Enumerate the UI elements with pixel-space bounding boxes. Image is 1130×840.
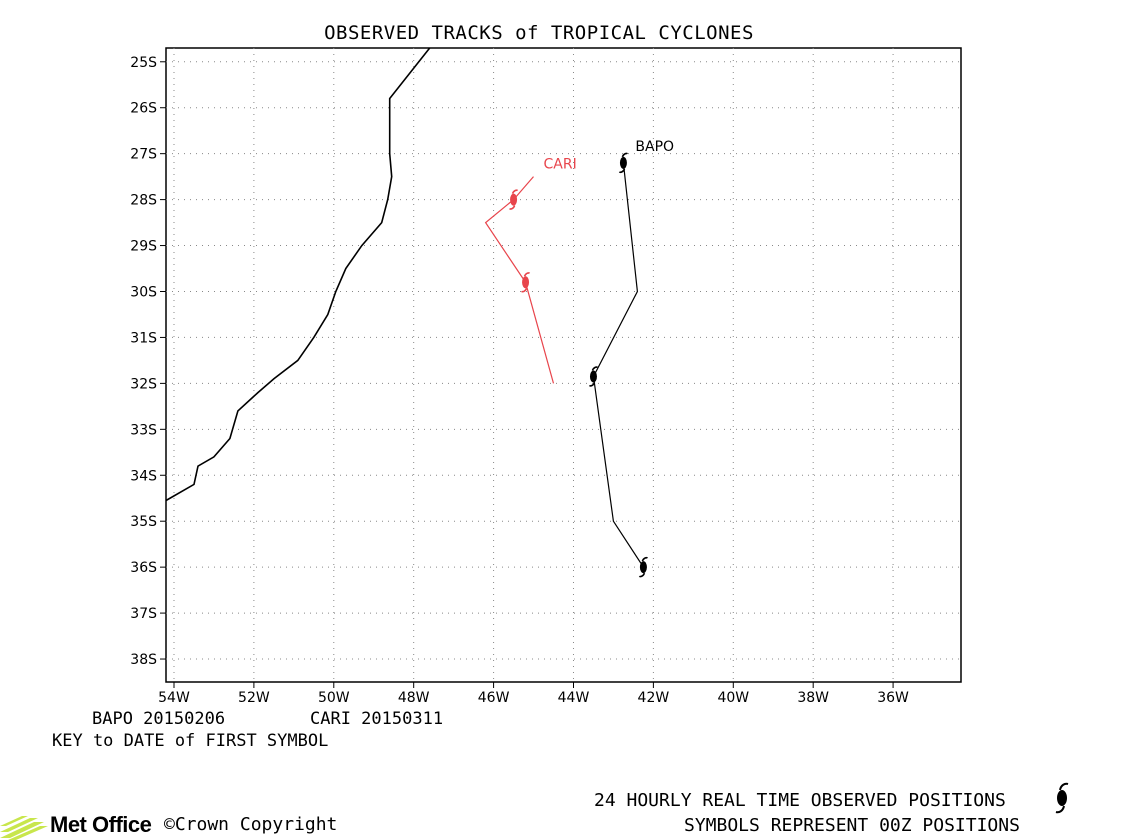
track-label-cari: CARI	[544, 157, 577, 173]
lon-tick-label: 36W	[877, 690, 909, 706]
lat-tick-label: 28S	[130, 193, 157, 209]
cyclone-symbol-bapo	[588, 366, 599, 387]
lat-tick-label: 26S	[130, 101, 157, 117]
lon-tick-label: 42W	[638, 690, 670, 706]
lon-tick-label: 48W	[398, 690, 430, 706]
lat-tick-label: 36S	[130, 560, 157, 576]
cyclone-symbol-bapo	[618, 152, 628, 174]
coastline	[165, 47, 431, 502]
footer-symbols-note: SYMBOLS REPRESENT 00Z POSITIONS	[684, 815, 1020, 836]
lat-tick-label: 30S	[130, 284, 157, 300]
lat-tick-label: 31S	[130, 330, 157, 346]
lat-tick-label: 27S	[130, 147, 157, 163]
lat-tick-label: 32S	[130, 376, 157, 392]
track-line-cari	[484, 176, 555, 384]
lat-tick-label: 25S	[130, 55, 157, 71]
lat-tick-label: 33S	[130, 422, 157, 438]
lon-tick-label: 44W	[558, 690, 590, 706]
cyclone-symbol-bapo	[638, 556, 648, 578]
lat-tick-label: 37S	[130, 606, 157, 622]
lon-tick-label: 40W	[717, 690, 749, 706]
map-frame	[165, 47, 962, 683]
cyclone-symbol-cari	[508, 189, 519, 210]
copyright-text: ©Crown Copyright	[164, 814, 338, 835]
map-title: OBSERVED TRACKS of TROPICAL CYCLONES	[324, 22, 754, 44]
footer-positions-note: 24 HOURLY REAL TIME OBSERVED POSITIONS	[594, 790, 1006, 811]
cyclone-symbol-cari	[520, 272, 531, 293]
lon-tick-label: 52W	[238, 690, 270, 706]
lat-tick-label: 29S	[130, 239, 157, 255]
key-caption: KEY to DATE of FIRST SYMBOL	[52, 731, 329, 751]
met-office-logo-text: Met Office	[50, 812, 152, 837]
cyclone-symbol-icon	[1055, 782, 1069, 814]
lat-tick-label: 34S	[130, 468, 157, 484]
lon-tick-label: 38W	[797, 690, 829, 706]
key-entry-cari: CARI 20150311	[310, 709, 444, 729]
lon-tick-label: 54W	[158, 690, 190, 706]
lat-tick-label: 38S	[130, 652, 157, 668]
met-office-logo-icon	[0, 816, 48, 840]
track-label-bapo: BAPO	[635, 139, 674, 155]
track-line-bapo	[592, 162, 644, 568]
lat-tick-label: 35S	[130, 514, 157, 530]
key-entry-bapo: BAPO 20150206	[92, 709, 226, 729]
lon-tick-label: 50W	[318, 690, 350, 706]
lon-tick-label: 46W	[478, 690, 510, 706]
